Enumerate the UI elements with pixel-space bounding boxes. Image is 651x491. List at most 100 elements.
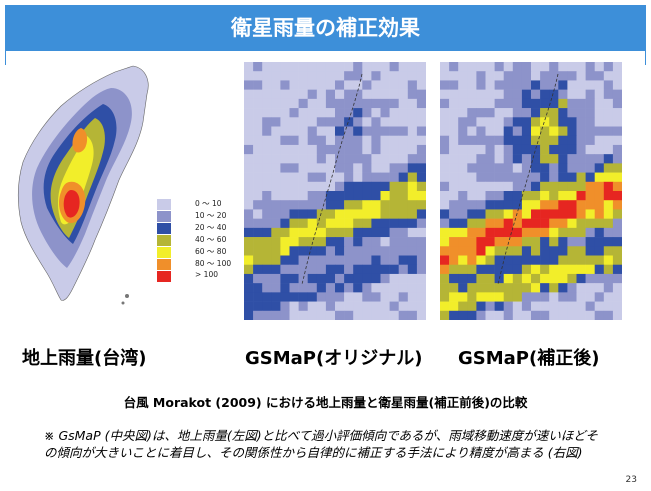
grid-cell <box>594 209 605 219</box>
grid-cell <box>458 273 468 284</box>
grid-cell <box>458 126 468 137</box>
grid-cell <box>485 144 495 155</box>
title-bar: 衛星雨量の補正効果 <box>5 5 646 51</box>
grid-cell <box>494 144 504 155</box>
grid-cell <box>316 108 327 118</box>
grid-cell <box>503 273 514 284</box>
grid-cell <box>325 80 336 90</box>
grid-cell <box>467 292 477 302</box>
grid-cell <box>512 62 523 72</box>
grid-cell <box>512 117 523 127</box>
grid-cell <box>612 163 622 173</box>
grid-cell <box>307 80 318 90</box>
grid-cell <box>494 264 504 275</box>
grid-cell <box>380 264 390 275</box>
grid-cell <box>325 71 336 81</box>
grid-cell <box>362 246 372 256</box>
grid-cell <box>549 108 559 118</box>
explanatory-note: ※ GsMaP (中央図)は、地上雨量(左図)と比べて過小評価傾向であるが、雨域… <box>44 428 598 460</box>
grid-cell <box>476 273 486 284</box>
grid-cell <box>603 108 614 118</box>
grid-cell <box>371 273 381 284</box>
grid-cell <box>407 227 418 238</box>
grid-cell <box>416 163 426 173</box>
grid-cell <box>585 154 595 164</box>
grid-cell <box>467 264 477 275</box>
grid-cell <box>485 117 495 127</box>
grid-cell <box>289 200 299 210</box>
grid-cell <box>244 62 254 72</box>
grid-cell <box>353 80 363 90</box>
grid-cell <box>280 246 290 256</box>
grid-cell <box>407 135 418 146</box>
grid-cell <box>549 98 559 109</box>
grid-cell <box>335 154 345 164</box>
grid-cell <box>280 255 290 266</box>
grid-cell <box>521 117 532 127</box>
grid-cell <box>521 273 532 284</box>
grid-cell <box>494 163 504 173</box>
grid-cell <box>503 255 514 266</box>
grid-cell <box>253 218 263 229</box>
grid-cell <box>585 181 595 192</box>
grid-cell <box>540 209 550 219</box>
grid-cell <box>307 172 318 183</box>
grid-cell <box>612 126 622 137</box>
grid-cell <box>585 237 595 247</box>
grid-cell <box>380 273 390 284</box>
grid-cell <box>416 80 426 90</box>
grid-cell <box>512 98 523 109</box>
grid-cell <box>585 292 595 302</box>
grid-cell <box>567 71 577 81</box>
grid-cell <box>416 209 426 219</box>
grid-cell <box>512 209 523 219</box>
grid-cell <box>440 301 450 312</box>
grid-cell <box>576 283 586 293</box>
grid-cell <box>449 227 459 238</box>
grid-cell <box>289 71 299 81</box>
grid-cell <box>298 163 308 173</box>
grid-cell <box>280 191 290 201</box>
grid-cell <box>576 108 586 118</box>
grid-cell <box>344 310 354 320</box>
grid-cell <box>558 292 568 302</box>
grid-cell <box>335 71 345 81</box>
grid-cell <box>512 227 523 238</box>
grid-cell <box>603 200 614 210</box>
grid-cell <box>512 144 523 155</box>
grid-cell <box>253 246 263 256</box>
grid-cell <box>485 301 495 312</box>
grid-cell <box>449 89 459 100</box>
grid-cell <box>540 292 550 302</box>
grid-cell <box>476 117 486 127</box>
grid-cell <box>458 181 468 192</box>
grid-cell <box>380 292 390 302</box>
grid-cell <box>335 135 345 146</box>
grid-cell <box>398 301 409 312</box>
grid-cell <box>289 89 299 100</box>
grid-cell <box>503 135 514 146</box>
grid-cell <box>344 71 354 81</box>
grid-cell <box>271 80 281 90</box>
grid-cell <box>362 62 372 72</box>
grid-cell <box>271 135 281 146</box>
grid-cell <box>458 144 468 155</box>
grid-cell <box>458 255 468 266</box>
grid-cell <box>603 209 614 219</box>
grid-cell <box>344 264 354 275</box>
grid-cell <box>262 117 272 127</box>
grid-cell <box>325 117 336 127</box>
grid-cell <box>262 264 272 275</box>
grid-cell <box>325 292 336 302</box>
grid-cell <box>585 108 595 118</box>
grid-cell <box>244 246 254 256</box>
grid-cell <box>362 108 372 118</box>
grid-cell <box>262 135 272 146</box>
grid-cell <box>353 227 363 238</box>
grid-cell <box>316 209 327 219</box>
grid-cell <box>467 71 477 81</box>
grid-cell <box>440 71 450 81</box>
grid-cell <box>567 301 577 312</box>
grid-cell <box>585 89 595 100</box>
grid-cell <box>449 144 459 155</box>
